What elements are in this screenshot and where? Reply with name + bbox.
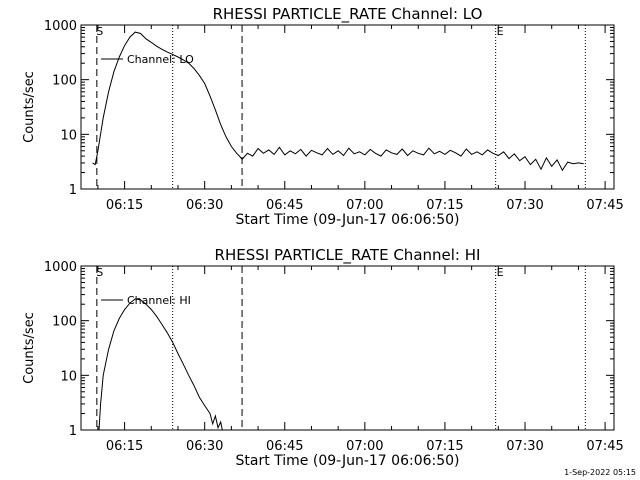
- panel-2-x-tick-label: 06:15: [106, 439, 143, 454]
- panel-1-legend-label: Channel: LO: [127, 53, 194, 66]
- panel-2-x-tick-label: 06:30: [186, 439, 223, 454]
- panel-2-plot-frame: [80, 265, 615, 431]
- panel-1-x-tick-label: 07:30: [506, 198, 543, 213]
- panel-2-series-line: [98, 298, 223, 431]
- panel-2-x-axis-label: Start Time (09-Jun-17 06:06:50): [236, 453, 460, 469]
- panel-2-y-tick-label: 10: [60, 369, 77, 384]
- panel-2-y-tick-label: 1: [69, 424, 77, 439]
- panel-2-title: RHESSI PARTICLE_RATE Channel: HI: [215, 246, 481, 265]
- panel-2-x-tick-label: 07:45: [586, 439, 623, 454]
- panel-1-y-axis-label: Counts/sec: [22, 71, 37, 143]
- panel-2-x-tick-label: 06:45: [266, 439, 303, 454]
- panel-2-marker-s: S: [96, 266, 103, 279]
- panel-2-x-tick-label: 07:15: [426, 439, 463, 454]
- panel-1-y-tick-label: 100: [52, 74, 77, 89]
- panel-1-x-tick-label: 07:00: [346, 198, 383, 213]
- panel-1-y-tick-label: 1000: [44, 19, 77, 34]
- panel-2-y-tick-label: 1000: [44, 260, 77, 275]
- panel-2-marker-e: E: [497, 266, 504, 279]
- panel-2-x-tick-label: 07:30: [506, 439, 543, 454]
- panel-2-y-tick-label: 100: [52, 315, 77, 330]
- panel-1-x-tick-label: 06:30: [186, 198, 223, 213]
- panel-1-x-tick-label: 07:15: [426, 198, 463, 213]
- footer-timestamp: 1-Sep-2022 05:15: [564, 468, 636, 477]
- panel-1-series-line: [92, 31, 584, 172]
- panel-2-legend-label: Channel: HI: [127, 294, 191, 307]
- panel-1-marker-s: S: [96, 25, 103, 38]
- panel-1-marker-e: E: [497, 25, 504, 38]
- panel-1-x-axis-label: Start Time (09-Jun-17 06:06:50): [236, 212, 460, 228]
- panel-1-y-tick-label: 1: [69, 183, 77, 198]
- panel-2-x-tick-label: 07:00: [346, 439, 383, 454]
- panel-1-x-tick-label: 06:15: [106, 198, 143, 213]
- panel-1-plot-frame: [80, 24, 615, 190]
- panel-1-x-tick-label: 06:45: [266, 198, 303, 213]
- panel-1-y-tick-label: 10: [60, 128, 77, 143]
- panel-1-x-tick-label: 07:45: [586, 198, 623, 213]
- panel-1-title: RHESSI PARTICLE_RATE Channel: LO: [213, 5, 483, 24]
- panel-2-y-axis-label: Counts/sec: [22, 312, 37, 384]
